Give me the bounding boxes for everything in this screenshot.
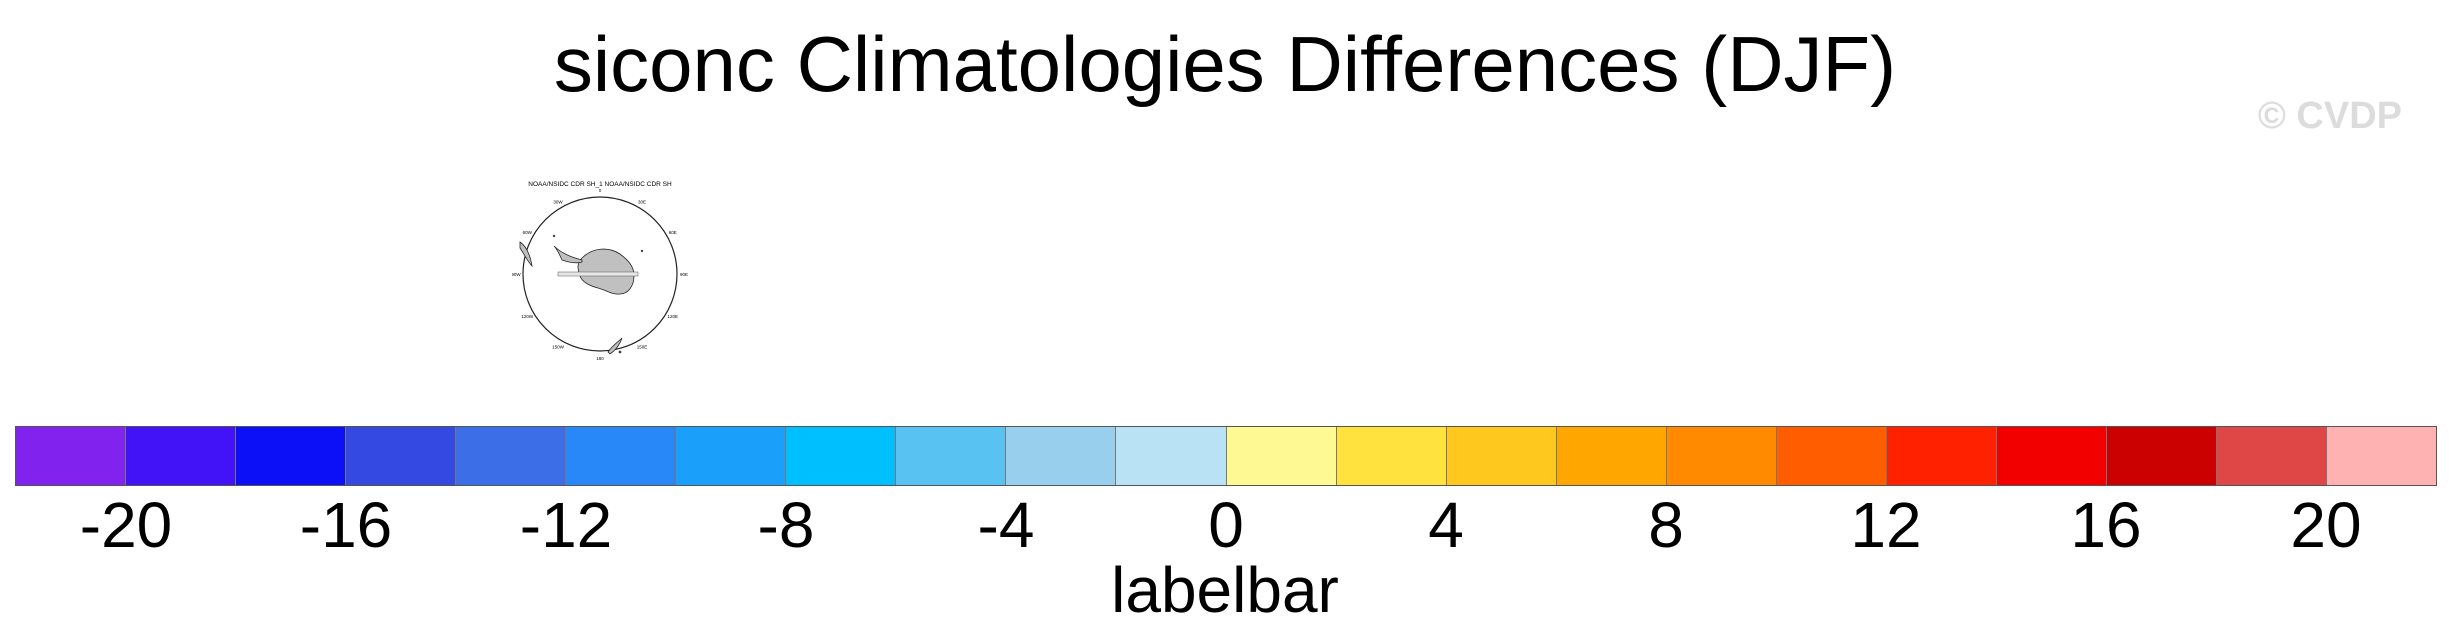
colorbar-swatch: [1116, 427, 1227, 485]
longitude-label: 120E: [667, 314, 678, 319]
tick-label: 8: [1648, 489, 1684, 561]
colorbar-swatch: [16, 427, 127, 485]
colorbar-swatch: [1006, 427, 1117, 485]
longitude-label: 180: [596, 356, 604, 360]
colorbar-swatch: [786, 427, 897, 485]
panel-title: NOAA/NSIDC CDR SH_1 NOAA/NSIDC CDR SH: [528, 181, 672, 188]
colorbar-swatch: [1776, 427, 1887, 485]
polar-map-svg: NOAA/NSIDC CDR SH_1 NOAA/NSIDC CDR SH 0 3…: [512, 181, 688, 360]
longitude-label: 90E: [680, 272, 688, 277]
tick-label: -16: [299, 489, 393, 561]
colorbar-swatch: [676, 427, 787, 485]
colorbar-swatch: [1446, 427, 1557, 485]
colorbar-swatch: [2326, 427, 2437, 485]
antarctic-peninsula: [553, 245, 583, 264]
tick-label: -20: [79, 489, 173, 561]
colorbar-swatch: [346, 427, 457, 485]
island-marker: [640, 249, 644, 253]
longitude-label: 60E: [669, 230, 677, 235]
longitude-label: 30W: [553, 199, 563, 204]
tick-label: -8: [757, 489, 815, 561]
colorbar-swatch: [1996, 427, 2107, 485]
island-marker: [552, 234, 556, 238]
longitude-label: 60W: [523, 230, 533, 235]
new-zealand: [607, 337, 623, 355]
colorbar-swatch: [236, 427, 347, 485]
colorbar-swatch: [126, 427, 237, 485]
colorbar-swatch: [2106, 427, 2217, 485]
colorbar-swatch: [1226, 427, 1337, 485]
colorbar-swatch: [566, 427, 677, 485]
colorbar-swatch: [1886, 427, 1997, 485]
cvdp-watermark: © CVDP: [2257, 95, 2402, 137]
longitude-label: 0: [599, 188, 602, 193]
tick-label: 0: [1208, 489, 1244, 561]
tick-label: -4: [977, 489, 1035, 561]
data-strip: [557, 271, 639, 277]
figure-title: siconc Climatologies Differences (DJF): [553, 20, 1897, 108]
south-america-tip: [519, 241, 533, 268]
colorbar-swatch: [896, 427, 1007, 485]
longitude-label: 120W: [521, 314, 534, 319]
colorbar-ticks: -20 -16 -12 -8 -4 0 4 8 12 16 20: [16, 490, 2436, 560]
tick-label: -12: [519, 489, 613, 561]
polar-map-panel: NOAA/NSIDC CDR SH_1 NOAA/NSIDC CDR SH 0 3…: [512, 176, 688, 360]
island-marker: [618, 350, 622, 354]
colorbar-swatch: [2216, 427, 2327, 485]
colorbar-label: labelbar: [1111, 554, 1339, 626]
tick-label: 12: [1850, 489, 1922, 561]
tick-label: 4: [1428, 489, 1464, 561]
longitude-labels: 0 30E 60E 90E 120E 150E 180 150W 120W 90W 60W 30W: [512, 188, 688, 360]
longitude-label: 150W: [552, 345, 565, 350]
colorbar-swatch: [456, 427, 567, 485]
colorbar-swatch: [1666, 427, 1777, 485]
longitude-label: 150E: [637, 345, 648, 350]
longitude-label: 30E: [638, 199, 646, 204]
colorbar-swatch: [1336, 427, 1447, 485]
tick-label: 16: [2070, 489, 2142, 561]
colorbar-swatch: [1556, 427, 1667, 485]
longitude-label: 90W: [512, 272, 521, 277]
tick-label: 20: [2290, 489, 2362, 561]
colorbar: [15, 426, 2437, 486]
